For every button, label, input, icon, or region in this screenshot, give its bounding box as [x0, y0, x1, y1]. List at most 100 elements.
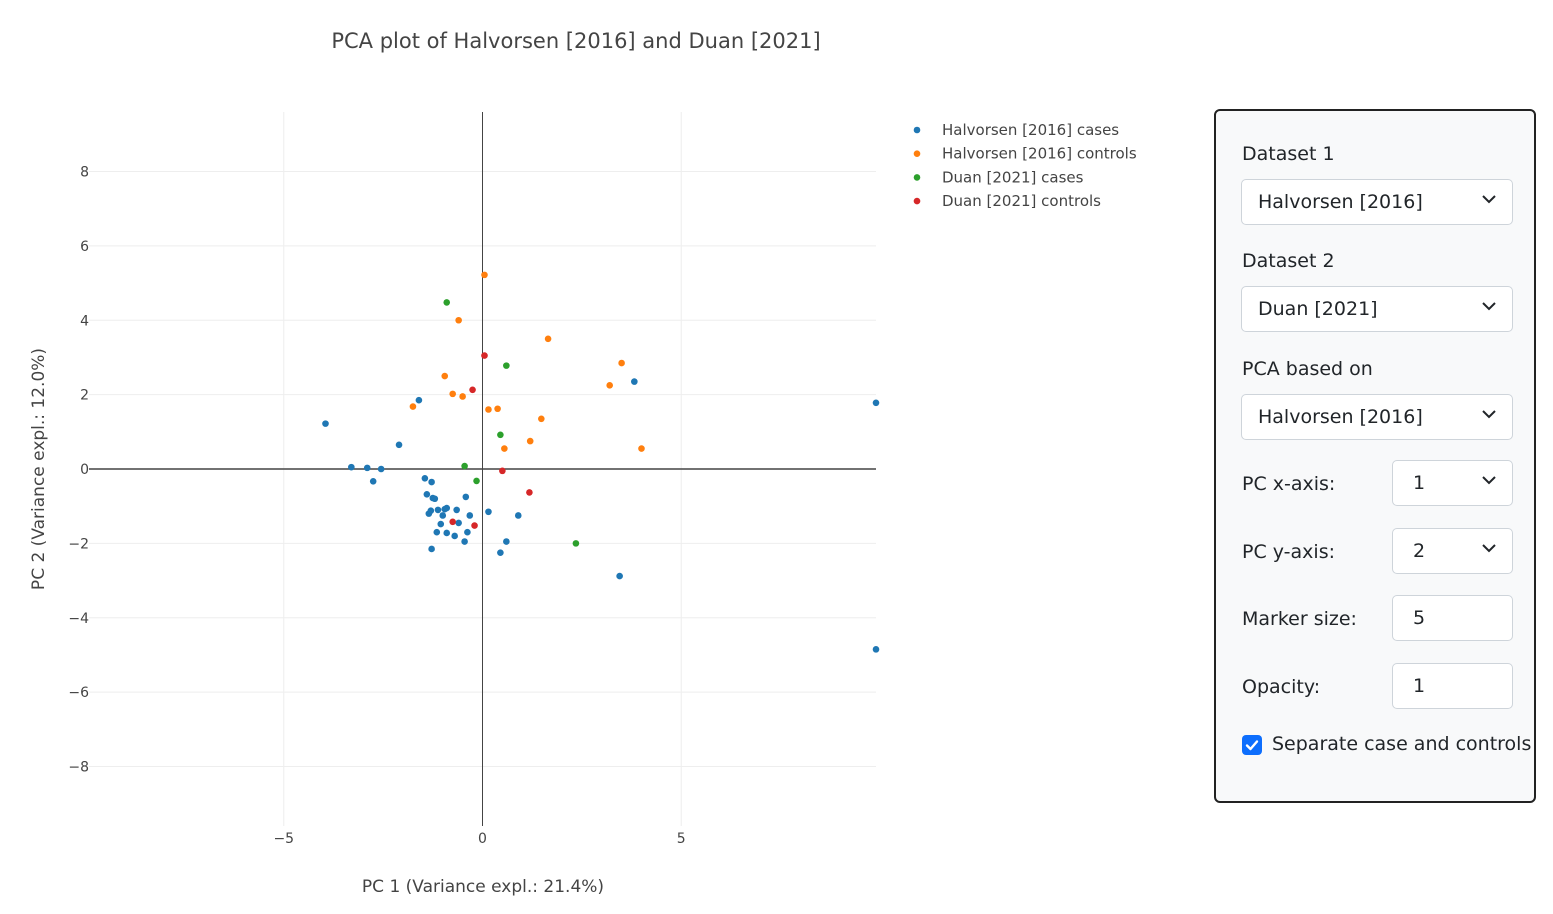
- legend-item[interactable]: Duan [2021] cases: [913, 168, 1084, 186]
- data-point: [427, 507, 435, 514]
- data-point: [428, 478, 435, 486]
- legend-marker: [913, 126, 921, 134]
- chevron-down-icon: [1482, 544, 1496, 553]
- legend-label: Duan [2021] cases: [942, 168, 1084, 186]
- data-point: [369, 477, 377, 485]
- pc-y-axis-select[interactable]: 2: [1392, 528, 1513, 574]
- data-point: [423, 490, 431, 498]
- chevron-down-icon: [1482, 302, 1496, 311]
- pca-based-value: Halvorsen [2016]: [1258, 406, 1423, 428]
- data-point: [459, 393, 466, 400]
- pca-based-select[interactable]: Halvorsen [2016]: [1241, 394, 1513, 440]
- data-point: [501, 445, 508, 452]
- pc-y-axis-label: PC y-axis:: [1242, 541, 1335, 563]
- marker-size-input[interactable]: 5: [1392, 595, 1513, 641]
- chart-legend[interactable]: Halvorsen [2016] cases Halvorsen [2016] c…: [913, 121, 1137, 210]
- x-axis-ticks: −5 0 5: [273, 831, 685, 847]
- data-point: [497, 549, 504, 556]
- data-point: [395, 441, 403, 449]
- opacity-value: 1: [1413, 675, 1426, 697]
- y-axis-label: PC 2 (Variance expl.: 12.0%): [29, 348, 49, 590]
- legend-label: Halvorsen [2016] cases: [942, 121, 1119, 139]
- legend-item[interactable]: Duan [2021] controls: [913, 192, 1101, 210]
- pca-based-label: PCA based on: [1242, 358, 1373, 380]
- data-point: [439, 512, 447, 519]
- data-point: [443, 529, 451, 537]
- data-point: [514, 512, 522, 519]
- chart-title: PCA plot of Halvorsen [2016] and Duan [2…: [331, 29, 820, 53]
- data-point: [434, 506, 442, 514]
- legend-marker: [913, 150, 921, 157]
- chevron-down-icon: [1482, 476, 1496, 485]
- y-tick-label: −4: [68, 611, 89, 627]
- y-tick-label: −6: [68, 685, 89, 701]
- pc-x-axis-select[interactable]: 1: [1392, 460, 1513, 506]
- dataset2-select[interactable]: Duan [2021]: [1241, 286, 1513, 332]
- pca-scatter-chart: PCA plot of Halvorsen [2016] and Duan [2…: [29, 29, 1137, 897]
- data-point: [433, 528, 441, 536]
- marker-size-value: 5: [1413, 607, 1426, 629]
- data-point: [631, 378, 638, 385]
- data-point: [471, 522, 478, 529]
- data-point: [455, 519, 462, 527]
- data-point: [415, 396, 423, 404]
- data-point: [606, 382, 613, 389]
- data-point: [544, 335, 552, 343]
- data-point: [494, 405, 501, 413]
- data-point: [449, 390, 456, 398]
- opacity-label: Opacity:: [1242, 676, 1321, 698]
- data-point: [322, 420, 329, 427]
- y-tick-label: 4: [80, 313, 89, 329]
- y-tick-label: 8: [80, 165, 89, 181]
- pc-y-axis-value: 2: [1413, 540, 1426, 562]
- chart-points: [322, 271, 880, 653]
- pc-x-axis-value: 1: [1413, 472, 1426, 494]
- data-point: [428, 545, 435, 553]
- y-tick-label: −2: [68, 536, 89, 552]
- legend-marker: [913, 174, 921, 181]
- data-point: [437, 520, 445, 528]
- data-point: [443, 504, 451, 512]
- y-tick-label: 2: [80, 388, 89, 404]
- data-point: [526, 437, 534, 445]
- dataset1-select[interactable]: Halvorsen [2016]: [1241, 179, 1513, 225]
- data-point: [443, 299, 451, 306]
- y-tick-label: −8: [68, 760, 89, 776]
- data-point: [481, 352, 488, 359]
- y-tick-label: 6: [80, 239, 89, 255]
- data-point: [409, 403, 417, 410]
- dataset2-label: Dataset 2: [1242, 250, 1335, 272]
- dataset2-value: Duan [2021]: [1258, 298, 1378, 320]
- data-point: [469, 386, 476, 394]
- data-point: [572, 540, 580, 547]
- legend-item[interactable]: Halvorsen [2016] cases: [913, 121, 1120, 139]
- separate-case-controls-label[interactable]: Separate case and controls: [1272, 733, 1532, 755]
- data-point: [503, 362, 510, 369]
- data-point: [449, 518, 456, 526]
- data-point: [616, 572, 623, 580]
- data-point: [363, 464, 371, 472]
- data-point: [466, 512, 474, 519]
- y-tick-label: 0: [80, 462, 89, 478]
- legend-label: Halvorsen [2016] controls: [942, 145, 1137, 163]
- x-tick-label: −5: [273, 831, 294, 847]
- data-point: [618, 359, 625, 367]
- data-point: [638, 445, 645, 452]
- chevron-down-icon: [1482, 195, 1496, 204]
- legend-item[interactable]: Halvorsen [2016] controls: [913, 145, 1137, 163]
- dataset1-label: Dataset 1: [1242, 143, 1335, 165]
- y-axis-ticks: −8 −6 −4 −2 0 2 4 6 8: [68, 165, 89, 776]
- separate-case-controls-checkbox[interactable]: [1242, 735, 1262, 755]
- data-point: [441, 372, 449, 380]
- data-point: [872, 646, 880, 653]
- data-point: [421, 474, 429, 482]
- data-point: [431, 495, 439, 503]
- data-point: [872, 399, 880, 407]
- data-point: [485, 406, 492, 413]
- data-point: [348, 463, 355, 471]
- opacity-input[interactable]: 1: [1392, 663, 1513, 709]
- data-point: [499, 467, 506, 475]
- data-point: [481, 271, 488, 279]
- data-point: [538, 415, 545, 423]
- check-icon: [1245, 740, 1259, 751]
